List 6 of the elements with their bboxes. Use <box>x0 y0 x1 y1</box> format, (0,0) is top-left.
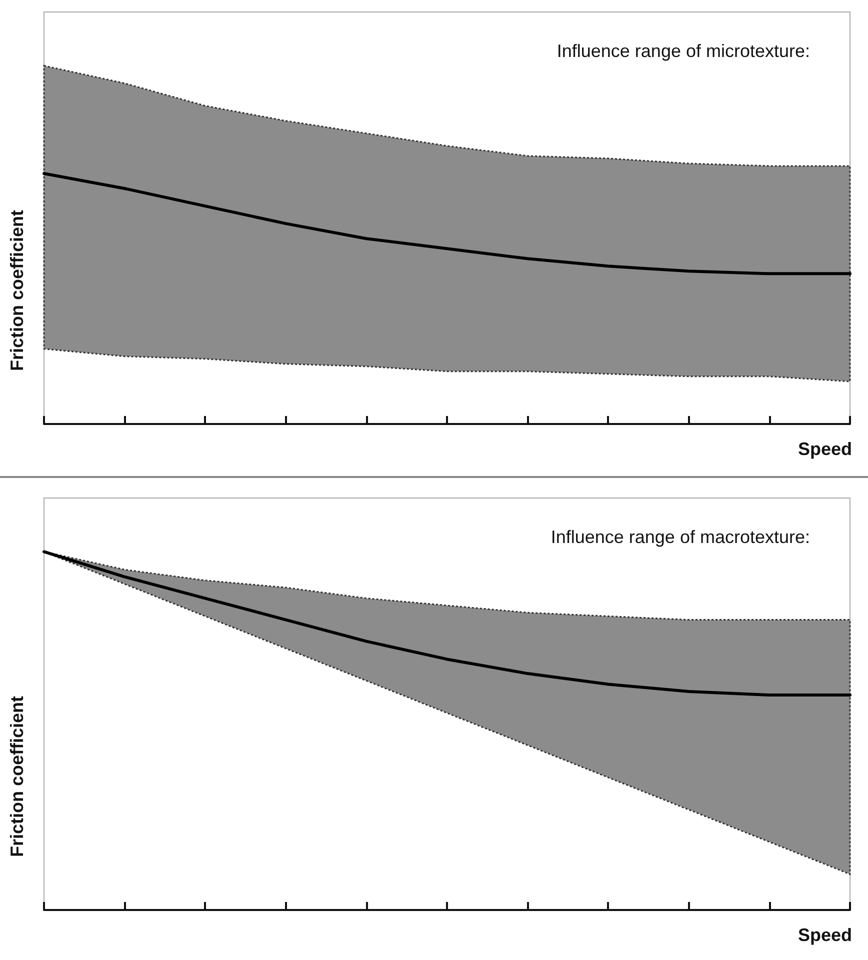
x-axis-title: Speed <box>798 439 852 459</box>
y-axis-title: Friction coefficient <box>7 210 27 372</box>
y-axis-title: Friction coefficient <box>7 696 27 858</box>
text: Influence range of microtexture: <box>556 41 810 61</box>
text: Influence range of macrotexture: <box>550 527 810 547</box>
x-axis-title: Speed <box>798 925 852 945</box>
